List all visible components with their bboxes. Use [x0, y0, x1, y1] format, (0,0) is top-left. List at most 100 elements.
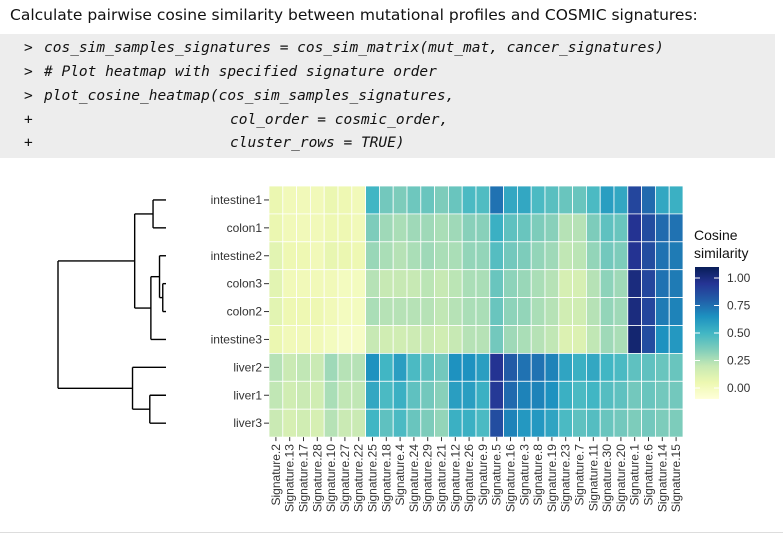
- heatmap-cell: [544, 185, 560, 215]
- heatmap-cell: [323, 185, 339, 215]
- heatmap-cell: [323, 325, 339, 354]
- heatmap-cell: [613, 213, 629, 243]
- heatmap-cell: [461, 185, 477, 215]
- heatmap-cell: [296, 408, 311, 438]
- heatmap-cell: [613, 269, 629, 298]
- heatmap-cell: [503, 185, 518, 215]
- heatmap-cell: [655, 408, 670, 438]
- heatmap-cell: [668, 325, 684, 354]
- heatmap-cell: [420, 297, 435, 326]
- heatmap-cell: [434, 241, 449, 271]
- heatmap-cell: [268, 297, 284, 326]
- heatmap-cell: [530, 213, 546, 243]
- heatmap-cell: [586, 241, 601, 271]
- heatmap-cell: [434, 185, 449, 215]
- figure-caption: Calculate pairwise cosine similarity bet…: [10, 6, 698, 24]
- heatmap-cell: [517, 185, 532, 215]
- heatmap-cell: [599, 241, 615, 271]
- heatmap-cell: [489, 380, 504, 410]
- heatmap-cell: [668, 297, 684, 326]
- heatmap-cell: [420, 213, 435, 243]
- heatmap-cell: [641, 269, 656, 298]
- column-label: Signature.26: [462, 444, 476, 512]
- color-legend: Cosine similarity 1.00 0.75 0.50 0.25 0.00: [694, 227, 751, 399]
- heatmap-cell: [378, 352, 394, 382]
- code-block: > cos_sim_samples_signatures = cos_sim_m…: [0, 34, 775, 158]
- column-label: Signature.11: [586, 444, 600, 511]
- heatmap-cell: [503, 380, 518, 410]
- heatmap-cell: [544, 352, 560, 382]
- heatmap-cell: [544, 213, 560, 243]
- heatmap-cell: [655, 297, 670, 326]
- heatmap-cell: [599, 325, 615, 354]
- heatmap-cell: [572, 269, 587, 298]
- heatmap-cell: [599, 213, 615, 243]
- heatmap-cell: [530, 325, 546, 354]
- heatmap-cell: [434, 352, 449, 382]
- code-line: + cluster_rows = TRUE): [24, 135, 405, 199]
- legend-tick-label: 0.50: [727, 326, 751, 340]
- column-label: Signature.10: [324, 444, 338, 512]
- console-prompt: >: [24, 64, 33, 80]
- heatmap-cell: [323, 380, 339, 410]
- heatmap-cell: [282, 185, 297, 215]
- heatmap-cell: [627, 325, 642, 354]
- console-prompt: >: [24, 88, 33, 104]
- heatmap-cell: [586, 269, 601, 298]
- heatmap-cell: [544, 408, 560, 438]
- heatmap-cell: [420, 325, 435, 354]
- heatmap-cell: [489, 185, 504, 215]
- column-label: Signature.19: [545, 444, 559, 512]
- heatmap-cell: [475, 297, 491, 326]
- heatmap-cell: [572, 408, 587, 438]
- heatmap-cell: [613, 241, 629, 271]
- column-label: Signature.4: [393, 444, 407, 506]
- heatmap-cell: [434, 269, 449, 298]
- heatmap-cell: [530, 185, 546, 215]
- heatmap-cell: [406, 380, 422, 410]
- heatmap-cell: [378, 269, 394, 298]
- heatmap-cell: [641, 241, 656, 271]
- heatmap-cell: [461, 380, 477, 410]
- row-label: liver3: [233, 416, 262, 430]
- code-text: cos_sim_samples_signatures = cos_sim_mat…: [44, 40, 664, 56]
- heatmap-cell: [655, 241, 670, 271]
- row-label: liver1: [233, 388, 262, 402]
- heatmap-cell: [558, 408, 573, 438]
- heatmap-cell: [309, 269, 325, 298]
- heatmap-cell: [296, 185, 311, 215]
- heatmap-cell: [365, 325, 380, 354]
- heatmap-cell: [627, 380, 642, 410]
- heatmap-cell: [309, 241, 325, 271]
- row-label: colon1: [227, 221, 263, 235]
- heatmap-cell: [517, 352, 532, 382]
- heatmap-cell: [323, 352, 339, 382]
- heatmap-cell: [282, 408, 297, 438]
- heatmap-cell: [420, 269, 435, 298]
- heatmap-cell: [544, 269, 560, 298]
- heatmap-cell: [627, 297, 642, 326]
- heatmap-cell: [365, 408, 380, 438]
- heatmap-cell: [378, 380, 394, 410]
- heatmap-cell: [268, 380, 284, 410]
- heatmap-cell: [351, 185, 366, 215]
- heatmap-cell: [655, 325, 670, 354]
- heatmap-cell: [323, 213, 339, 243]
- heatmap-cell: [447, 325, 463, 354]
- heatmap-cell: [337, 213, 353, 243]
- heatmap-cell: [586, 352, 601, 382]
- heatmap-cell: [447, 185, 463, 215]
- heatmap-cell: [668, 213, 684, 243]
- heatmap-cell: [489, 269, 504, 298]
- heatmap-cell: [461, 269, 477, 298]
- heatmap-cell: [627, 408, 642, 438]
- column-label: Signature.25: [366, 444, 380, 512]
- heatmap-cell: [434, 325, 449, 354]
- heatmap-cell: [475, 241, 491, 271]
- heatmap-cell: [309, 213, 325, 243]
- legend-title: Cosine: [694, 227, 738, 243]
- heatmap-cell: [365, 380, 380, 410]
- heatmap-cell: [323, 297, 339, 326]
- row-labels: intestine1 colon1 intestine2 colon3 colon2 in…: [211, 193, 269, 430]
- heatmap-cell: [461, 352, 477, 382]
